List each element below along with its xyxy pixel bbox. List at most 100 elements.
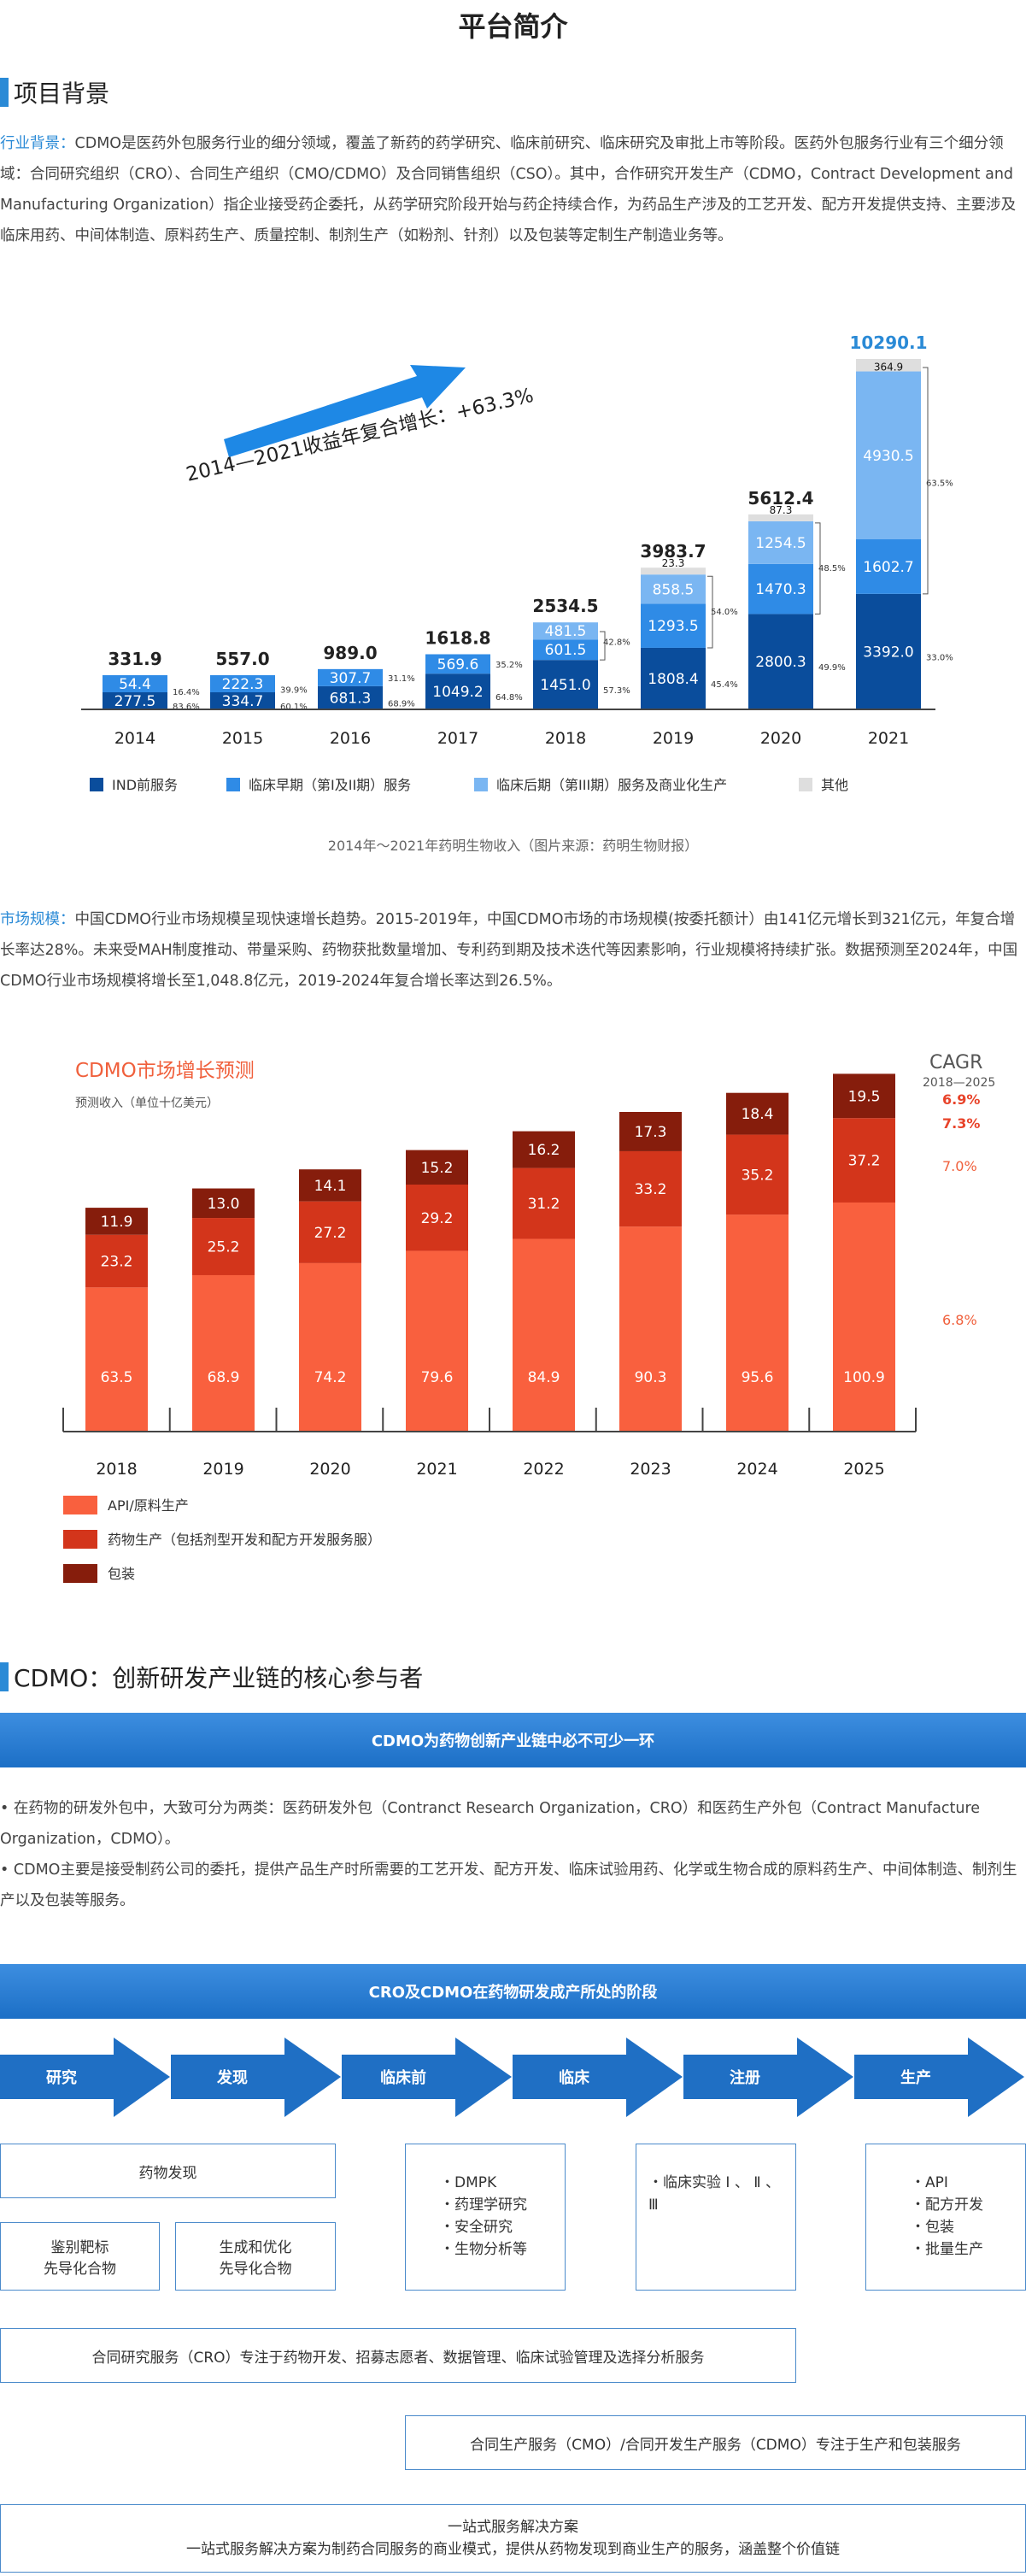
chart2-bar-segment <box>85 1287 148 1432</box>
chart1-bar-segment <box>856 593 921 709</box>
cmo-description-box: 合同生产服务（CMO）/合同开发生产服务（CDMO）专注于生产和包装服务 <box>405 2415 1026 2470</box>
chart2-value-label: 16.2 <box>528 1142 560 1159</box>
stage-label: 研究 <box>46 2068 77 2087</box>
chart1-bar-segment <box>748 520 813 564</box>
chart1-legend-swatch <box>799 778 812 791</box>
chart2-x-tick: 2020 <box>309 1460 350 1479</box>
cro-description-box: 合同研究服务（CRO）专注于药物开发、招募志愿者、数据管理、临床试验管理及选择分… <box>0 2328 796 2383</box>
list-item: ・DMPK <box>440 2174 497 2191</box>
chart2-bar-segment <box>513 1131 575 1168</box>
chart1-bar-segment <box>425 654 490 674</box>
cagr-label: 7.0% <box>942 1158 977 1174</box>
chart1-total-label: 989.0 <box>323 643 377 663</box>
chart1-value-label: 858.5 <box>653 581 695 598</box>
production-box: ・API ・配方开发 ・包装 ・批量生产 <box>865 2144 1026 2291</box>
chart1-value-label: 1049.2 <box>432 684 483 701</box>
stage-label: 发现 <box>216 2068 248 2087</box>
cagr-label: 6.9% <box>942 1091 980 1108</box>
banner-essential-link: CDMO为药物创新产业链中必不可少一环 <box>0 1713 1026 1767</box>
chart2-bar-segment <box>192 1218 255 1275</box>
chart2-value-label: 33.2 <box>635 1181 667 1198</box>
chart1-value-label: 1254.5 <box>755 535 806 552</box>
chart1-total-label: 5612.4 <box>748 488 813 509</box>
chart2-bar-segment <box>619 1150 682 1227</box>
list-item: ・安全研究 <box>440 2219 513 2236</box>
chart2-value-label: 11.9 <box>101 1214 133 1231</box>
chart2-legend-swatch <box>63 1564 97 1583</box>
chart1-bar-segment <box>210 692 275 709</box>
section-heading-text: 项目背景 <box>14 79 110 108</box>
chart2-value-label: 15.2 <box>421 1160 454 1177</box>
stage-label: 临床前 <box>380 2068 426 2087</box>
chart1-percent-label: 57.3% <box>603 686 630 696</box>
bullet-2: • CDMO主要是接受制药公司的委托，提供产品生产时所需要的工艺开发、配方开发、… <box>0 1861 1017 1909</box>
chart1-percent-label: 16.4% <box>173 688 200 697</box>
drug-discovery-box: 药物发现 <box>0 2144 336 2198</box>
chart1-value-label: 481.5 <box>545 623 587 640</box>
chart1-percent-label: 54.0% <box>711 608 738 617</box>
chart1-bar-segment <box>210 675 275 692</box>
chart2-bar-segment <box>833 1118 895 1203</box>
chart1-x-tick: 2017 <box>437 729 478 748</box>
chart1-total-label: 331.9 <box>108 649 161 669</box>
chart1-value-label: 23.3 <box>662 557 685 569</box>
chart1-x-tick: 2016 <box>330 729 371 748</box>
chart1-total-label: 1618.8 <box>425 628 490 649</box>
chart1-bar-segment <box>103 675 167 692</box>
chart2-x-tick: 2022 <box>523 1460 564 1479</box>
chart2-legend-swatch <box>63 1496 97 1514</box>
cagr-range: 2018—2025 <box>923 1076 995 1090</box>
chart2-bar-segment <box>85 1234 148 1288</box>
chart1-x-tick: 2020 <box>760 729 801 748</box>
industry-tag: 行业背景： <box>0 135 75 152</box>
chart1-total-label: 3983.7 <box>640 541 706 562</box>
chart1-percent-label: 49.9% <box>818 663 846 673</box>
section-heading-background: 项目背景 <box>0 75 109 109</box>
chart2-value-label: 13.0 <box>208 1196 240 1213</box>
chart2-value-label: 29.2 <box>421 1210 454 1227</box>
chart2-bar-segment <box>833 1202 895 1432</box>
chart2-value-label: 35.2 <box>742 1167 774 1184</box>
chart1-bar-segment <box>533 639 598 661</box>
chart2-x-tick: 2024 <box>736 1460 777 1479</box>
chart2-bar-segment <box>726 1134 789 1215</box>
list-item: ・API <box>911 2174 948 2191</box>
lead-optimization-box: 生成和优化 先导化合物 <box>175 2222 336 2291</box>
chart1-value-label: 364.9 <box>874 362 903 373</box>
chart2-value-label: 27.2 <box>314 1225 347 1242</box>
chart1-legend-label: IND前服务 <box>112 777 178 793</box>
chart2-bar-segment <box>513 1238 575 1432</box>
stage-arrow: 临床 <box>513 2038 683 2117</box>
chart1-percent-label: 68.9% <box>388 699 415 709</box>
cdmo-forecast-chart: CDMO市场增长预测 预测收入（单位十亿美元） CAGR 2018—2025 6… <box>62 1052 995 1583</box>
stage-label: 临床 <box>559 2068 590 2087</box>
chart2-legend-label: 药物生产（包括剂型开发和配方开发服务服） <box>108 1532 381 1548</box>
page-title: 平台简介 <box>458 10 568 43</box>
stage-arrow: 生产 <box>854 2038 1024 2117</box>
stage-arrow: 注册 <box>683 2038 853 2117</box>
industry-text: CDMO是医药外包服务行业的细分领域，覆盖了新药的药学研究、临床前研究、临床研究… <box>0 135 1017 244</box>
chart1-bar-segment <box>856 538 921 594</box>
chart2-bar-segment <box>726 1092 789 1135</box>
chart1-bar-segment <box>641 647 706 709</box>
growth-arrow <box>224 365 466 457</box>
chart2-value-label: 95.6 <box>742 1369 774 1386</box>
chart1-x-tick: 2018 <box>545 729 586 748</box>
chart1-bar-segment <box>533 660 598 709</box>
one-stop-title: 一站式服务解决方案 <box>448 2519 578 2536</box>
chart2-value-label: 90.3 <box>635 1369 667 1386</box>
chart1-x-tick: 2014 <box>114 729 155 748</box>
chart1-percent-label: 35.2% <box>495 661 523 670</box>
market-tag: 市场规模： <box>0 911 75 928</box>
chart1-total-label: 557.0 <box>215 649 269 669</box>
chart1-percent-label: 39.9% <box>280 686 308 696</box>
chart2-bar-segment <box>833 1073 895 1119</box>
chart2-x-tick: 2018 <box>96 1460 137 1479</box>
chart2-value-label: 100.9 <box>843 1369 885 1386</box>
stage-arrows: 研究 发现 临床前 临床 注册 生产 <box>0 2038 1024 2117</box>
chart1-value-label: 222.3 <box>222 676 264 693</box>
chart2-value-label: 68.9 <box>208 1369 240 1386</box>
chart1-value-label: 307.7 <box>330 670 372 687</box>
stage-arrow: 临床前 <box>342 2038 512 2117</box>
cagr-label: 6.8% <box>942 1312 977 1328</box>
